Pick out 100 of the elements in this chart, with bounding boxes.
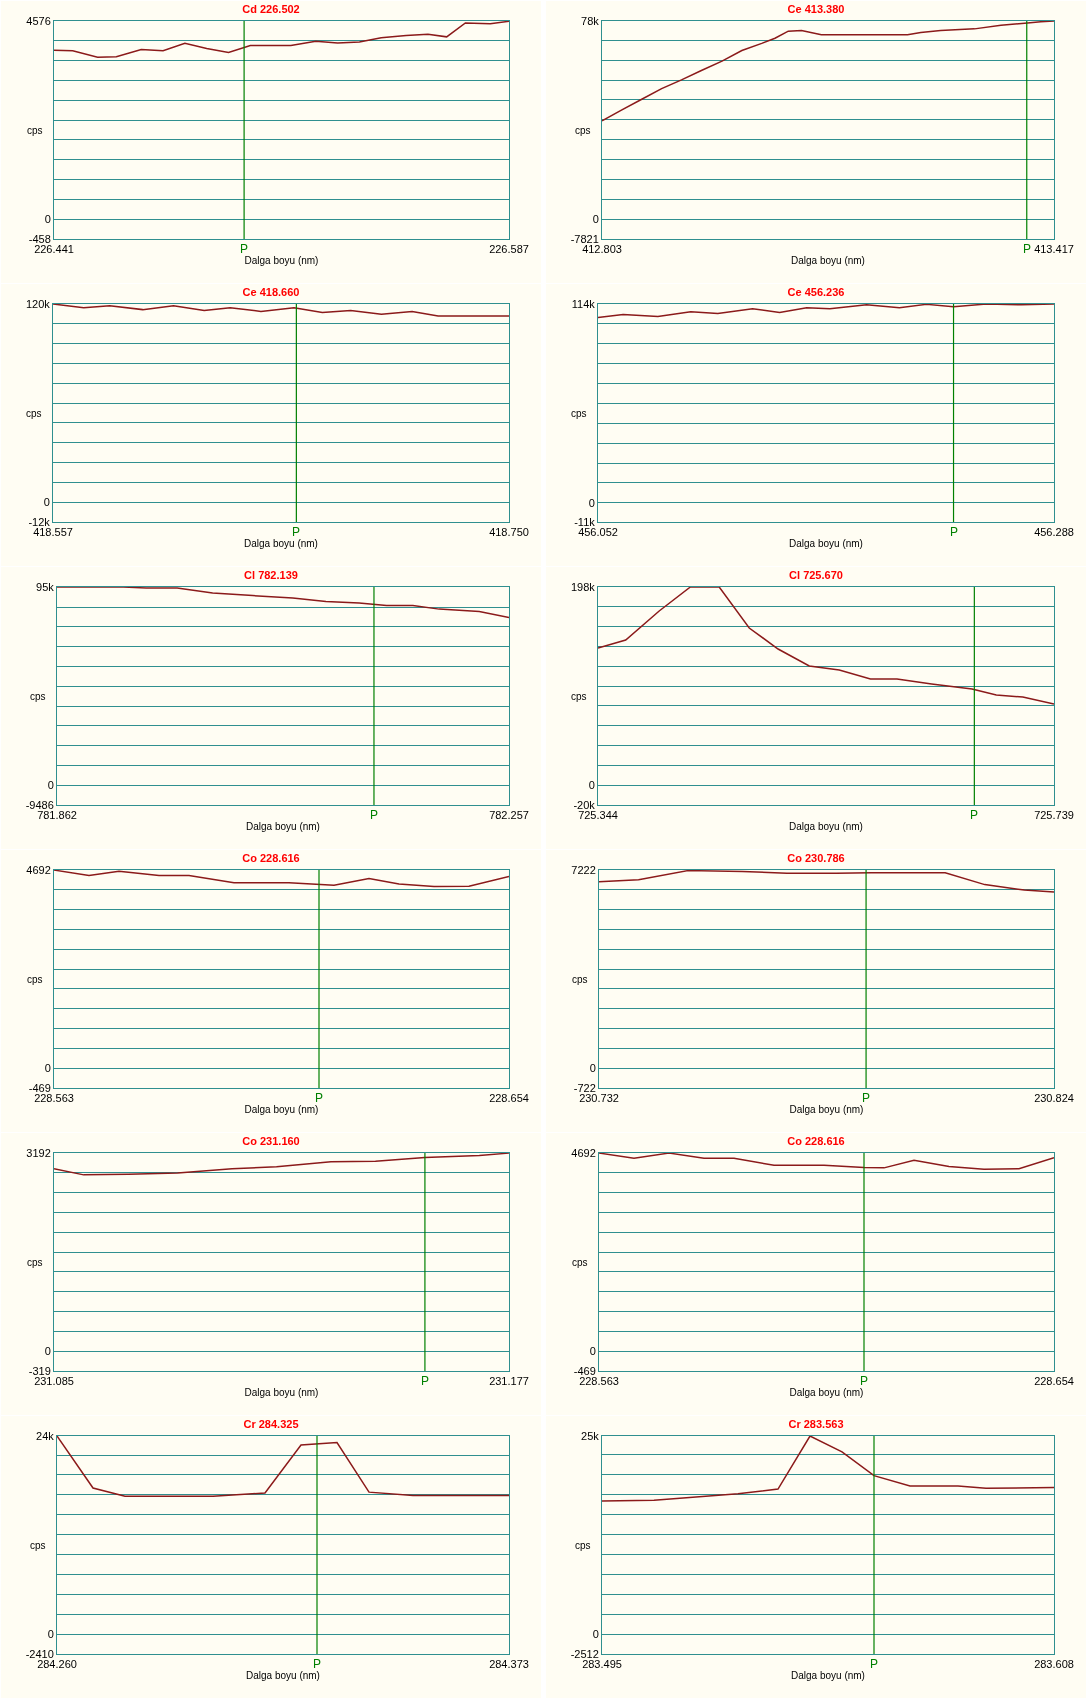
- ref-line-label: P: [370, 808, 379, 822]
- y-tick-label: 0: [47, 779, 54, 792]
- y-tick-label: 114k: [571, 297, 596, 310]
- x-tick-label: 456.288: [1034, 526, 1074, 539]
- x-axis-title: Dalga boyu (nm): [791, 1669, 865, 1681]
- y-tick-label: -469: [573, 1364, 596, 1377]
- ref-line-label: P: [970, 808, 979, 822]
- y-axis-title: cps: [575, 1540, 591, 1551]
- chart-title: Ce 418.660: [242, 285, 300, 298]
- x-axis-title: Dalga boyu (nm): [244, 254, 319, 266]
- y-axis-title: cps: [27, 974, 43, 985]
- x-tick-label: 456.052: [578, 526, 618, 539]
- x-axis-title: Dalga boyu (nm): [244, 1103, 319, 1115]
- x-axis-title: Dalga boyu (nm): [791, 254, 865, 266]
- x-tick-label: 228.563: [579, 1375, 619, 1388]
- x-tick-label: 231.085: [34, 1375, 74, 1388]
- line-series: [598, 587, 1054, 705]
- line-series: [54, 870, 509, 888]
- y-tick-label: 4576: [26, 14, 51, 27]
- line-series: [57, 1436, 509, 1498]
- line-series: [53, 304, 509, 317]
- y-tick-label: -20k: [573, 798, 596, 811]
- x-tick-label: 725.344: [578, 809, 618, 822]
- y-axis-title: cps: [26, 408, 42, 419]
- y-tick-label: -319: [28, 1364, 51, 1377]
- y-axis-title: cps: [571, 691, 587, 702]
- y-tick-label: 4692: [26, 863, 51, 876]
- y-tick-label: -11k: [574, 515, 596, 528]
- x-axis-title: Dalga boyu (nm): [789, 1103, 864, 1115]
- x-tick-label: 418.557: [33, 526, 73, 539]
- y-tick-label: -2410: [25, 1647, 54, 1660]
- ref-line-label: P: [313, 1657, 322, 1671]
- line-series: [54, 21, 509, 58]
- chart-title: Cr 283.563: [788, 1417, 844, 1430]
- chart-title: Ce 413.380: [787, 2, 845, 15]
- y-tick-label: 0: [588, 496, 595, 509]
- y-tick-label: 3192: [26, 1146, 51, 1159]
- y-tick-label: -12k: [28, 515, 51, 528]
- line-series: [54, 1153, 509, 1176]
- y-tick-label: -9486: [25, 798, 54, 811]
- x-axis-title: Dalga boyu (nm): [246, 1669, 320, 1681]
- y-axis-title: cps: [30, 1540, 46, 1551]
- chart-title: Co 231.160: [242, 1134, 300, 1147]
- y-tick-label: -722: [573, 1081, 596, 1094]
- chart-title: Co 230.786: [787, 851, 845, 864]
- y-axis-title: cps: [572, 974, 588, 985]
- ref-line-label: P: [315, 1091, 324, 1105]
- y-tick-label: 25k: [581, 1429, 600, 1442]
- y-tick-label: 0: [592, 1627, 599, 1640]
- y-tick-label: 0: [589, 1062, 596, 1075]
- line-series: [57, 587, 509, 619]
- ref-line-label: P: [292, 525, 301, 539]
- y-tick-label: 0: [43, 496, 50, 509]
- y-tick-label: -458: [28, 232, 51, 245]
- line-series: [602, 1436, 1054, 1502]
- y-tick-label: 0: [589, 1345, 596, 1358]
- y-tick-label: 7222: [571, 863, 596, 876]
- ref-line-label: P: [870, 1657, 879, 1671]
- x-tick-label: 283.495: [582, 1658, 622, 1671]
- x-tick-label: 418.750: [489, 526, 529, 539]
- line-series: [602, 21, 1054, 122]
- x-tick-label: 283.608: [1034, 1658, 1074, 1671]
- x-axis-title: Dalga boyu (nm): [246, 820, 320, 832]
- chart-title: Cr 284.325: [243, 1417, 299, 1430]
- y-tick-label: 95k: [36, 580, 55, 593]
- x-axis-title: Dalga boyu (nm): [244, 537, 318, 549]
- line-series: [599, 1153, 1054, 1170]
- y-tick-label: 4692: [571, 1146, 596, 1159]
- y-axis-title: cps: [571, 408, 587, 419]
- x-tick-label: 782.257: [489, 809, 529, 822]
- y-axis-title: cps: [575, 125, 591, 136]
- y-tick-label: 198k: [570, 580, 596, 593]
- x-tick-label: 230.824: [1034, 1092, 1074, 1105]
- ref-line-label: P: [1023, 242, 1032, 256]
- x-axis-title: Dalga boyu (nm): [789, 820, 863, 832]
- y-tick-label: 0: [588, 778, 595, 791]
- x-tick-label: 413.417: [1034, 243, 1074, 256]
- y-tick-label: -2512: [570, 1647, 599, 1660]
- y-tick-label: -469: [28, 1081, 51, 1094]
- chart-title: Cd 226.502: [242, 2, 300, 15]
- x-tick-label: 228.563: [34, 1092, 74, 1105]
- ref-line-label: P: [862, 1091, 871, 1105]
- x-tick-label: 231.177: [489, 1375, 529, 1388]
- x-tick-label: 230.732: [579, 1092, 619, 1105]
- x-tick-label: 781.862: [37, 809, 77, 822]
- chart-title: Cl 725.670: [789, 568, 843, 581]
- y-tick-label: -7821: [570, 232, 599, 245]
- y-tick-label: 120k: [25, 297, 51, 310]
- line-series: [598, 304, 1054, 319]
- chart-title: Ce 456.236: [787, 285, 845, 298]
- x-tick-label: 412.803: [582, 243, 622, 256]
- chart-title: Cl 782.139: [244, 568, 298, 581]
- x-axis-title: Dalga boyu (nm): [244, 1386, 319, 1398]
- y-axis-title: cps: [572, 1257, 588, 1268]
- y-tick-label: 24k: [36, 1429, 55, 1442]
- x-tick-label: 226.587: [489, 243, 529, 256]
- y-tick-label: 0: [592, 212, 599, 225]
- x-tick-label: 228.654: [1034, 1375, 1074, 1388]
- y-axis-title: cps: [27, 125, 43, 136]
- x-tick-label: 284.373: [489, 1658, 529, 1671]
